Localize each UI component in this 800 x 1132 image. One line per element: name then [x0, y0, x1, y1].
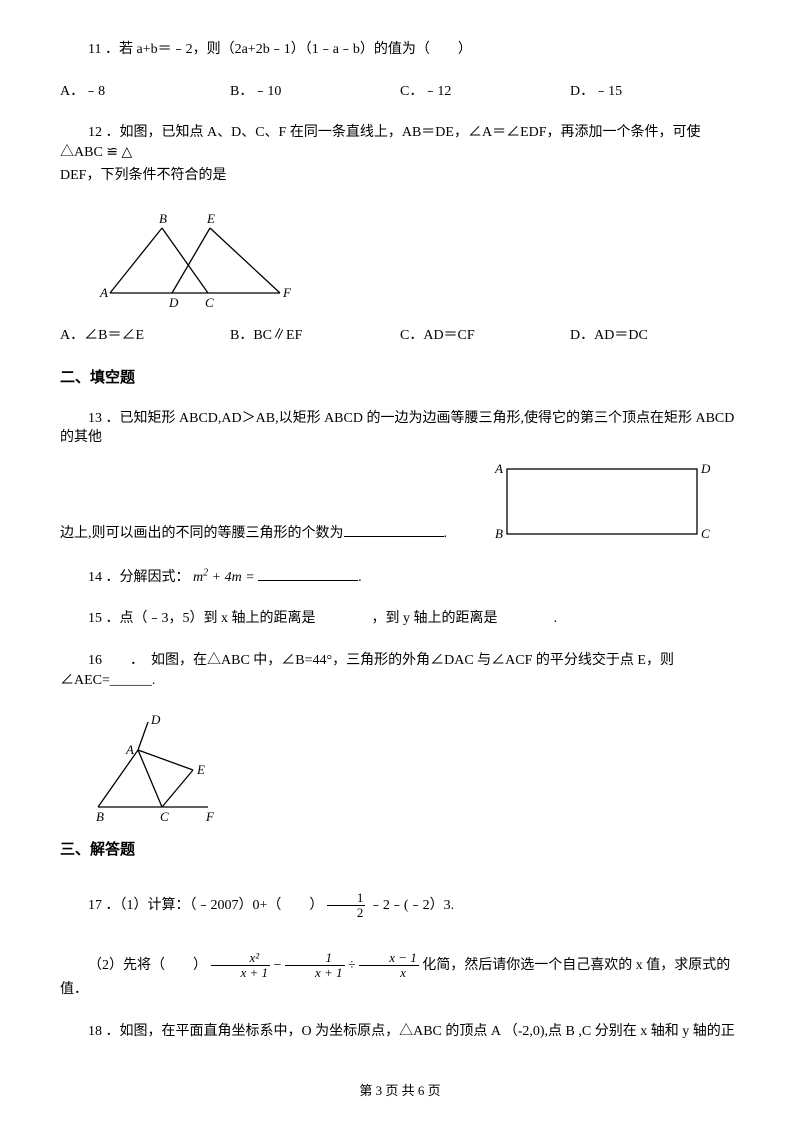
svg-text:A: A: [494, 461, 503, 476]
q12-optB: B．BC∥EF: [230, 326, 400, 346]
q13: 13 ．已知矩形 ABCD,AD＞AB,以矩形 ABCD 的一边为边画等腰三角形…: [60, 409, 740, 544]
q16-text: 16 ． 如图，在△ABC 中，∠B=44°，三角形的外角∠DAC 与∠ACF …: [60, 651, 740, 690]
svg-text:B: B: [159, 211, 167, 226]
section-2-heading: 二、填空题: [60, 368, 740, 389]
svg-text:D: D: [150, 712, 161, 727]
q12-line2: DEF，下列条件不符合的是: [60, 166, 740, 186]
q18: 18 ．如图，在平面直角坐标系中，O 为坐标原点，△ABC 的顶点 A （-2,…: [60, 1022, 740, 1042]
page-footer: 第 3 页 共 6 页: [60, 1082, 740, 1100]
q12-diagram: A D C F B E: [90, 208, 740, 308]
q16-diagram: D A E B C F: [90, 712, 740, 822]
q11-optB: B．﹣10: [230, 82, 400, 102]
svg-text:F: F: [282, 285, 292, 300]
svg-text:D: D: [700, 461, 711, 476]
q11-text: 11 ．若 a+b＝﹣2，则（2a+2b﹣1）（1﹣a﹣b）的值为（ ）: [60, 40, 740, 60]
q17-part2: （2）先将（ ） x²x + 1 − 1x + 1 ÷ x − 1x 化简，然后…: [60, 951, 740, 1000]
svg-text:A: A: [99, 285, 108, 300]
svg-text:F: F: [205, 809, 215, 822]
q13-diagram: A D B C: [487, 454, 717, 544]
svg-text:D: D: [168, 295, 179, 308]
q12-options: A．∠B＝∠E B．BC∥EF C．AD＝CF D．AD＝DC: [60, 326, 740, 346]
svg-text:A: A: [125, 742, 134, 757]
svg-text:E: E: [206, 211, 215, 226]
svg-text:C: C: [701, 526, 710, 541]
q12-optC: C．AD＝CF: [400, 326, 570, 346]
q13-line1: 13 ．已知矩形 ABCD,AD＞AB,以矩形 ABCD 的一边为边画等腰三角形…: [60, 409, 740, 448]
q13-line2: 边上,则可以画出的不同的等腰三角形的个数为.: [60, 522, 447, 544]
q11-optC: C．﹣12: [400, 82, 570, 102]
q12-optD: D．AD＝DC: [570, 326, 740, 346]
q15: 15 ．点（﹣3，5）到 x 轴上的距离是 ，到 y 轴上的距离是 .: [60, 609, 740, 629]
q11-optD: D．﹣15: [570, 82, 740, 102]
q11-optA: A．﹣8: [60, 82, 230, 102]
svg-text:B: B: [495, 526, 503, 541]
q17-part1: 17 ．（1）计算：（﹣2007）0+（ ） 12 ﹣2﹣(﹣2）3.: [60, 891, 740, 921]
q12-optA: A．∠B＝∠E: [60, 326, 230, 346]
q12-line1: 12 ．如图，已知点 A、D、C、F 在同一条直线上，AB＝DE，∠A＝∠EDF…: [60, 123, 740, 162]
svg-text:E: E: [196, 762, 205, 777]
svg-text:C: C: [205, 295, 214, 308]
svg-text:B: B: [96, 809, 104, 822]
q11-options: A．﹣8 B．﹣10 C．﹣12 D．﹣15: [60, 82, 740, 102]
q14: 14 ．分解因式： m2 + 4m = .: [60, 566, 740, 588]
svg-text:C: C: [160, 809, 169, 822]
section-3-heading: 三、解答题: [60, 840, 740, 861]
